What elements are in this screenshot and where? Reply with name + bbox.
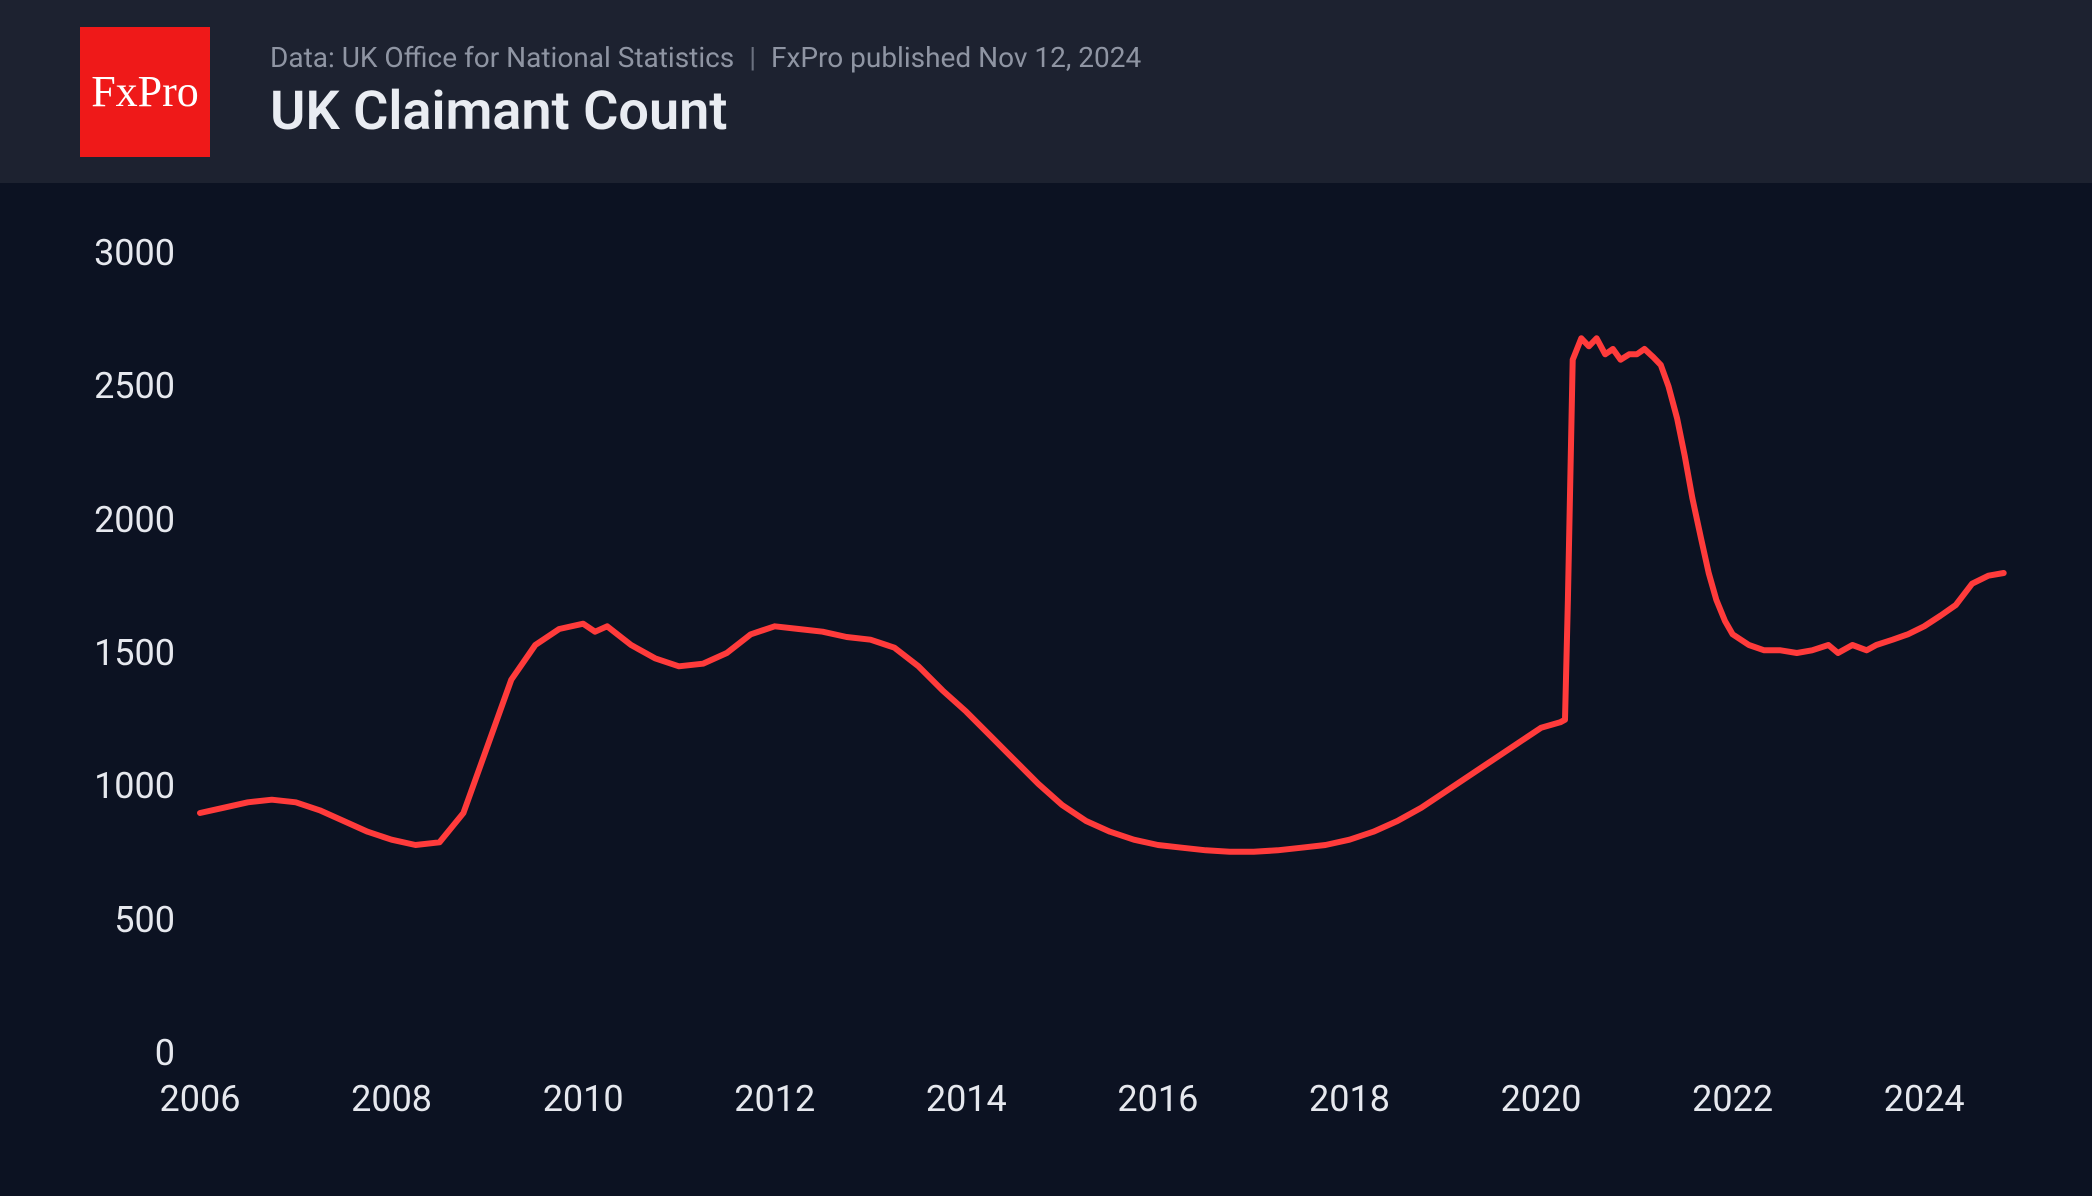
y-axis-tick: 1000: [55, 765, 175, 807]
brand-logo-text: FxPro: [91, 66, 199, 117]
line-plot: [200, 253, 2020, 1053]
data-line: [200, 338, 2004, 851]
y-axis-tick: 0: [55, 1032, 175, 1074]
chart-title: UK Claimant Count: [270, 80, 1141, 143]
header-text: Data: UK Office for National Statistics …: [270, 41, 1141, 143]
chart-container: FxPro Data: UK Office for National Stati…: [0, 0, 2092, 1196]
y-axis-tick: 500: [55, 899, 175, 941]
x-axis-tick: 2008: [351, 1078, 432, 1120]
x-axis-tick: 2012: [734, 1078, 815, 1120]
y-axis-tick: 2500: [55, 365, 175, 407]
x-axis-tick: 2016: [1117, 1078, 1198, 1120]
x-axis-tick: 2020: [1501, 1078, 1582, 1120]
x-axis-tick: 2006: [160, 1078, 241, 1120]
x-axis-tick: 2014: [926, 1078, 1007, 1120]
y-axis-tick: 3000: [55, 232, 175, 274]
x-axis-tick: 2010: [543, 1078, 624, 1120]
subtitle-separator: |: [749, 41, 756, 74]
chart-subtitle: Data: UK Office for National Statistics …: [270, 41, 1141, 74]
header: FxPro Data: UK Office for National Stati…: [0, 0, 2092, 183]
subtitle-source: Data: UK Office for National Statistics: [270, 41, 734, 74]
brand-logo: FxPro: [80, 27, 210, 157]
x-axis-tick: 2022: [1692, 1078, 1773, 1120]
x-axis-tick: 2018: [1309, 1078, 1390, 1120]
y-axis-tick: 1500: [55, 632, 175, 674]
subtitle-publisher: FxPro published Nov 12, 2024: [771, 41, 1141, 74]
y-axis-tick: 2000: [55, 499, 175, 541]
x-axis-tick: 2024: [1884, 1078, 1965, 1120]
chart-area: 0 500 1000 1500 2000 2500 3000 2006 2008 2010 2012…: [0, 183, 2092, 1196]
